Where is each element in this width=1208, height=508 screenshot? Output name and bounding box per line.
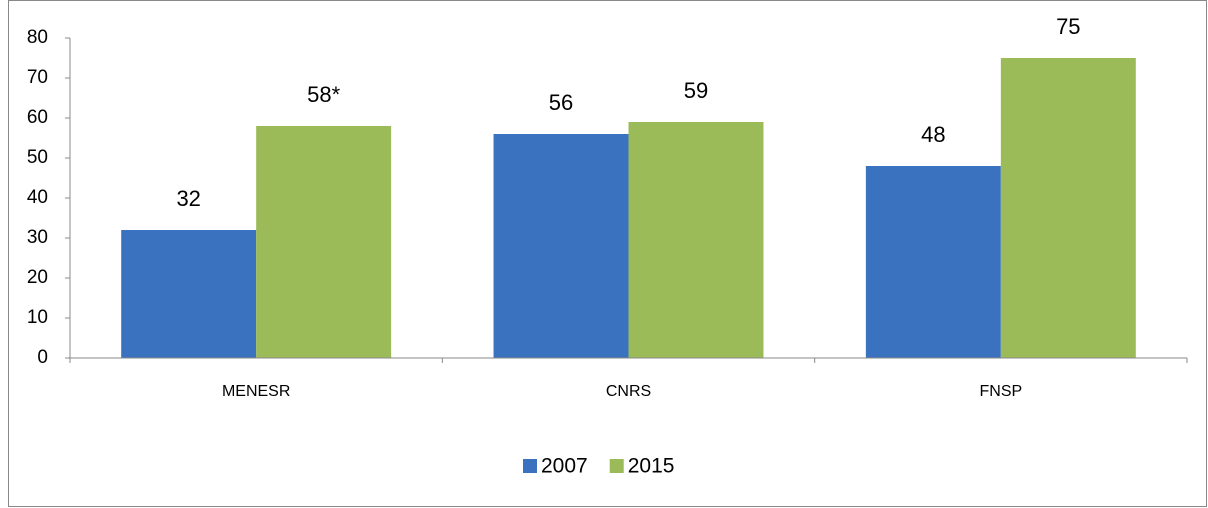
x-tick-label: CNRS (606, 383, 651, 400)
x-tick-label: MENESR (222, 383, 290, 400)
legend-label: 2015 (628, 455, 675, 478)
legend-label: 2007 (541, 455, 588, 478)
y-tick-label: 30 (27, 227, 48, 248)
value-label: 32 (176, 186, 200, 211)
y-tick-label: 20 (27, 267, 48, 288)
y-tick-label: 70 (27, 67, 48, 88)
y-tick-label: 0 (37, 347, 48, 368)
bar (865, 166, 1001, 358)
value-label: 58* (307, 82, 340, 107)
y-tick-label: 60 (27, 107, 48, 128)
value-label: 48 (921, 122, 945, 147)
value-label: 56 (549, 90, 573, 115)
chart-border (8, 0, 1207, 507)
value-label: 75 (1056, 14, 1080, 39)
bar (121, 230, 257, 358)
x-tick-label: FNSP (979, 383, 1022, 400)
bar (493, 134, 629, 358)
bar (628, 122, 764, 358)
bar (256, 126, 392, 358)
y-tick-label: 80 (27, 27, 48, 48)
y-tick-label: 50 (27, 147, 48, 168)
legend-swatch (609, 459, 624, 473)
y-tick-label: 10 (27, 307, 48, 328)
legend-swatch (523, 459, 537, 473)
bar (1000, 58, 1136, 358)
value-label: 59 (684, 78, 708, 103)
y-tick-label: 40 (27, 187, 48, 208)
